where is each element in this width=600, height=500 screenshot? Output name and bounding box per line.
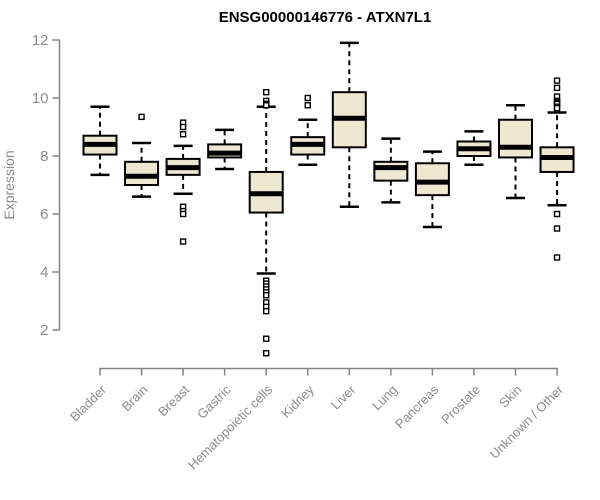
box-bladder [82,105,118,177]
outlier-point [553,254,561,261]
x-tick-label-skin: Skin [496,382,524,410]
x-tick-label-unknown-other: Unknown / Other [487,382,567,462]
box-brain [124,113,160,198]
outlier-point [304,102,311,109]
y-tick-label: 6 [40,206,48,223]
iqr-box [373,160,409,182]
outlier-point [553,104,561,112]
box-liver [331,41,367,208]
outlier-point [553,210,561,218]
x-tick-label-brain: Brain [119,382,151,414]
x-tick-label-lung: Lung [369,382,400,413]
outlier-point [553,84,561,92]
x-tick-label-breast: Breast [155,382,192,419]
x-tick-label-liver: Liver [328,382,359,413]
outlier-point [179,210,187,218]
outlier-point [263,335,270,342]
x-tick-label-kidney: Kidney [278,382,317,421]
chart-title: ENSG00000146776 - ATXN7L1 [218,9,432,26]
box-pancreas [414,150,450,229]
y-tick-label: 2 [40,322,48,339]
box-breast [165,119,201,245]
outlier-point [179,131,187,138]
y-tick-label: 4 [40,264,48,281]
outlier-point [553,225,561,232]
y-tick-label: 10 [32,90,49,107]
x-tick-label-gastric: Gastric [194,382,234,422]
iqr-box [414,162,450,197]
outlier-point [263,88,270,96]
outlier-point [304,94,311,102]
box-skin [498,104,533,200]
outlier-point [179,238,187,245]
outlier-point [263,292,270,299]
box-kidney [290,94,326,166]
y-axis-title: Expression [1,150,17,219]
outlier-point [263,307,270,315]
y-tick-label: 12 [32,32,49,49]
x-tick-label-bladder: Bladder [67,382,110,425]
outlier-point [263,102,270,109]
iqr-box [124,160,160,187]
outlier-point [553,77,561,84]
box-series [82,41,575,357]
outlier-point [138,113,145,121]
outlier-point [263,350,270,357]
box-lung [373,137,409,204]
y-tick-label: 8 [40,148,48,165]
box-gastric [207,128,243,171]
outlier-point [179,123,187,131]
box-hematopoietic-cells [248,88,284,357]
x-tick-label-pancreas: Pancreas [392,382,442,432]
x-tick-label-prostate: Prostate [438,382,483,427]
iqr-box [498,118,533,159]
box-prostate [456,130,492,166]
box-unknown-other [539,77,575,261]
